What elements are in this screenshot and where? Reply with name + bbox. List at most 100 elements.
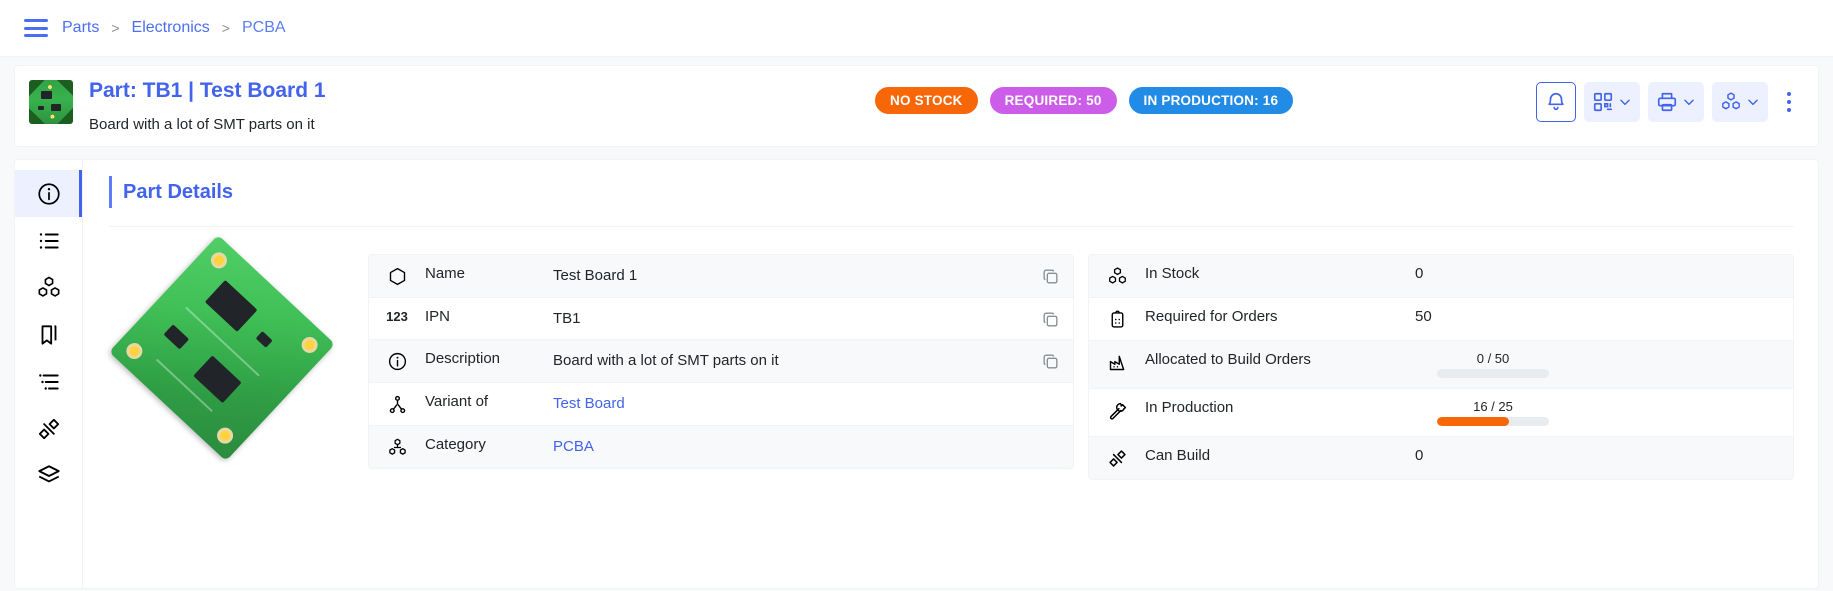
hamburger-menu-icon[interactable] bbox=[24, 19, 48, 37]
status-badge-in-production[interactable]: IN PRODUCTION: 16 bbox=[1128, 87, 1294, 114]
boxes-icon bbox=[1722, 92, 1740, 110]
row-label: Description bbox=[425, 350, 501, 367]
category-icon bbox=[369, 436, 425, 458]
chevron-down-icon bbox=[1620, 99, 1630, 106]
table-row: Variant of Test Board bbox=[369, 383, 1073, 426]
pencil-ruler-icon bbox=[1089, 447, 1145, 469]
table-row: In Stock 0 bbox=[1089, 255, 1793, 298]
factory-icon bbox=[1089, 351, 1145, 373]
status-badge-no-stock[interactable]: NO STOCK bbox=[875, 87, 978, 114]
breadcrumb-bar: Parts > Electronics > PCBA bbox=[0, 0, 1833, 57]
part-description-subtitle: Board with a lot of SMT parts on it bbox=[89, 116, 315, 133]
breadcrumb-item-parts[interactable]: Parts bbox=[62, 19, 100, 36]
progress-fill bbox=[1437, 417, 1509, 426]
box-icon bbox=[369, 265, 425, 287]
print-actions-button[interactable] bbox=[1648, 82, 1704, 122]
row-value: 0 bbox=[1415, 447, 1424, 464]
table-row: Allocated to Build Orders 0 / 50 bbox=[1089, 341, 1793, 389]
row-label: Category bbox=[425, 436, 486, 453]
row-value: Board with a lot of SMT parts on it bbox=[553, 352, 779, 369]
sub-list-icon bbox=[38, 373, 59, 390]
overflow-menu-button[interactable] bbox=[1776, 82, 1802, 122]
copy-icon[interactable] bbox=[1027, 350, 1073, 371]
qr-code-icon bbox=[1593, 92, 1613, 112]
boxes-icon bbox=[1089, 265, 1145, 287]
status-badge-required[interactable]: REQUIRED: 50 bbox=[989, 87, 1117, 114]
allocated-progress: 0 / 50 bbox=[1405, 351, 1793, 378]
part-details-content: Part Details bbox=[83, 160, 1818, 588]
row-label: Allocated to Build Orders bbox=[1145, 351, 1311, 368]
row-copy-placeholder bbox=[1027, 436, 1073, 438]
section-title: Part Details bbox=[109, 176, 1794, 208]
breadcrumb-separator: > bbox=[221, 20, 230, 36]
row-value: Test Board 1 bbox=[553, 267, 638, 284]
clipboard-icon bbox=[1089, 308, 1145, 330]
list-icon bbox=[39, 232, 59, 249]
part-photo-pcb[interactable] bbox=[108, 234, 339, 462]
sidebar-item-details[interactable] bbox=[15, 170, 82, 217]
breadcrumb-item-pcba[interactable]: PCBA bbox=[241, 19, 286, 36]
printer-icon bbox=[1657, 92, 1677, 112]
boxes-icon bbox=[38, 276, 59, 297]
progress-track bbox=[1437, 417, 1549, 426]
table-row: Can Build 0 bbox=[1089, 437, 1793, 479]
barcode-actions-button[interactable] bbox=[1584, 82, 1640, 122]
row-value: TB1 bbox=[553, 310, 581, 327]
pencil-ruler-icon bbox=[38, 418, 59, 439]
sidebar-item-parameters[interactable] bbox=[15, 217, 82, 264]
row-label: Required for Orders bbox=[1145, 308, 1278, 325]
stock-actions-button[interactable] bbox=[1712, 82, 1768, 122]
table-row: Category PCBA bbox=[369, 426, 1073, 468]
table-row: Name Test Board 1 bbox=[369, 255, 1073, 298]
part-stock-table: In Stock 0 bbox=[1088, 254, 1794, 480]
row-label: Can Build bbox=[1145, 447, 1211, 464]
progress-track bbox=[1437, 369, 1549, 378]
row-label: Name bbox=[425, 265, 466, 282]
sidebar-item-used-in[interactable] bbox=[15, 452, 82, 499]
info-circle-icon bbox=[37, 182, 60, 205]
copy-icon[interactable] bbox=[1027, 308, 1073, 329]
sidebar-item-variants[interactable] bbox=[15, 311, 82, 358]
row-value-link[interactable]: PCBA bbox=[553, 438, 594, 455]
table-row: Description Board with a lot of SMT part… bbox=[369, 340, 1073, 383]
copy-icon[interactable] bbox=[1027, 265, 1073, 286]
wrench-icon bbox=[1089, 399, 1145, 421]
part-body-panel: Part Details bbox=[14, 159, 1819, 589]
info-circle-icon bbox=[369, 350, 425, 372]
part-thumbnail-image[interactable] bbox=[29, 80, 73, 124]
row-value-link[interactable]: Test Board bbox=[553, 395, 625, 412]
breadcrumb: Parts > Electronics > PCBA bbox=[62, 19, 286, 37]
breadcrumb-item-electronics[interactable]: Electronics bbox=[131, 19, 210, 36]
bell-icon bbox=[1548, 93, 1564, 111]
row-value: 50 bbox=[1415, 308, 1432, 325]
sitemap-icon bbox=[369, 393, 425, 415]
notifications-bell-button[interactable] bbox=[1536, 82, 1576, 122]
row-label: In Production bbox=[1145, 399, 1234, 416]
chevron-down-icon bbox=[1684, 99, 1694, 106]
breadcrumb-separator: > bbox=[111, 20, 120, 36]
layers-icon bbox=[37, 464, 60, 482]
part-attributes-column: Name Test Board 1 123 bbox=[368, 254, 1074, 480]
progress-label: 16 / 25 bbox=[1473, 399, 1513, 414]
part-sidebar bbox=[15, 160, 83, 588]
part-header-text: Part: TB1 | Test Board 1 Board with a lo… bbox=[89, 78, 326, 133]
row-label: Variant of bbox=[425, 393, 489, 410]
table-row: 123 IPN TB1 bbox=[369, 298, 1073, 340]
sidebar-item-build-orders[interactable] bbox=[15, 405, 82, 452]
section-divider bbox=[109, 226, 1794, 227]
part-header-panel: Part: TB1 | Test Board 1 Board with a lo… bbox=[14, 65, 1819, 147]
table-row: Required for Orders 50 bbox=[1089, 298, 1793, 341]
chevron-down-icon bbox=[1748, 99, 1758, 106]
details-columns: Name Test Board 1 123 bbox=[108, 227, 1794, 480]
sidebar-item-stock[interactable] bbox=[15, 264, 82, 311]
in-production-progress: 16 / 25 bbox=[1405, 399, 1793, 426]
progress-label: 0 / 50 bbox=[1476, 351, 1510, 366]
bookmark-icon bbox=[41, 324, 56, 345]
row-label: In Stock bbox=[1145, 265, 1200, 282]
sidebar-item-bom[interactable] bbox=[15, 358, 82, 405]
page-title: Part: TB1 | Test Board 1 bbox=[89, 79, 326, 102]
row-value: 0 bbox=[1415, 265, 1424, 282]
header-actions-toolbar bbox=[1536, 82, 1802, 122]
numbers-123-icon: 123 bbox=[386, 309, 408, 324]
